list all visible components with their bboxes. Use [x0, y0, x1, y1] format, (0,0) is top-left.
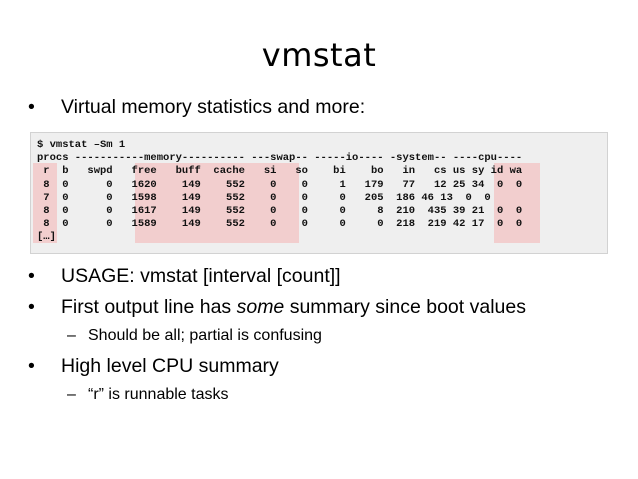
bullet-virtual-memory: • Virtual memory statistics and more:	[28, 96, 365, 119]
bullet-first-output-line: • First output line has some summary sinc…	[28, 296, 526, 319]
sub-bullet-partial: – Should be all; partial is confusing	[67, 327, 322, 345]
terminal-line: 8 0 0 1589 149 552 0 0 0 0 218 219 42 17…	[37, 218, 523, 231]
bullet-cpu-summary: • High level CPU summary	[28, 355, 279, 378]
terminal-line: 8 0 0 1617 149 552 0 0 0 8 210 435 39 21…	[37, 204, 523, 217]
terminal-line: $ vmstat –Sm 1	[37, 139, 126, 151]
sub-bullet-runnable: – “r” is runnable tasks	[67, 386, 229, 404]
bullet-text: USAGE: vmstat [interval [count]]	[61, 265, 341, 287]
highlight-r-column	[33, 163, 57, 243]
sub-bullet-dash: –	[67, 327, 76, 344]
bullet-dot: •	[28, 96, 35, 118]
sub-bullet-text: “r” is runnable tasks	[88, 386, 229, 403]
sub-bullet-text: Should be all; partial is confusing	[88, 327, 322, 344]
bullet-usage: • USAGE: vmstat [interval [count]]	[28, 265, 341, 288]
slide-title: vmstat	[261, 36, 377, 74]
terminal-output: $ vmstat –Sm 1 procs -----------memory---…	[30, 132, 608, 254]
bullet-dot: •	[28, 296, 35, 318]
terminal-line: 8 0 0 1620 149 552 0 0 1 179 77 12 25 34…	[37, 178, 523, 191]
bullet-dot: •	[28, 265, 35, 287]
terminal-line: procs -----------memory---------- ---swa…	[37, 152, 523, 165]
terminal-text: $ vmstat –Sm 1 procs -----------memory---…	[37, 139, 522, 245]
terminal-line: […]	[37, 231, 56, 244]
bullet-text-part: First output line has	[61, 296, 237, 318]
bullet-text: High level CPU summary	[61, 355, 279, 377]
bullet-text-part: summary since boot values	[284, 296, 526, 318]
highlight-cpu-us-sy-columns	[494, 163, 540, 243]
bullet-dot: •	[28, 355, 35, 377]
highlight-memory-columns	[135, 163, 299, 243]
bullet-text: Virtual memory statistics and more:	[61, 96, 366, 118]
terminal-line: r b swpd free buff cache si so bi bo in …	[37, 165, 523, 178]
sub-bullet-dash: –	[67, 386, 76, 403]
bullet-text-emphasis: some	[236, 296, 285, 318]
terminal-line: 7 0 0 1598 149 552 0 0 0 205 186 46 13 0…	[37, 191, 491, 204]
